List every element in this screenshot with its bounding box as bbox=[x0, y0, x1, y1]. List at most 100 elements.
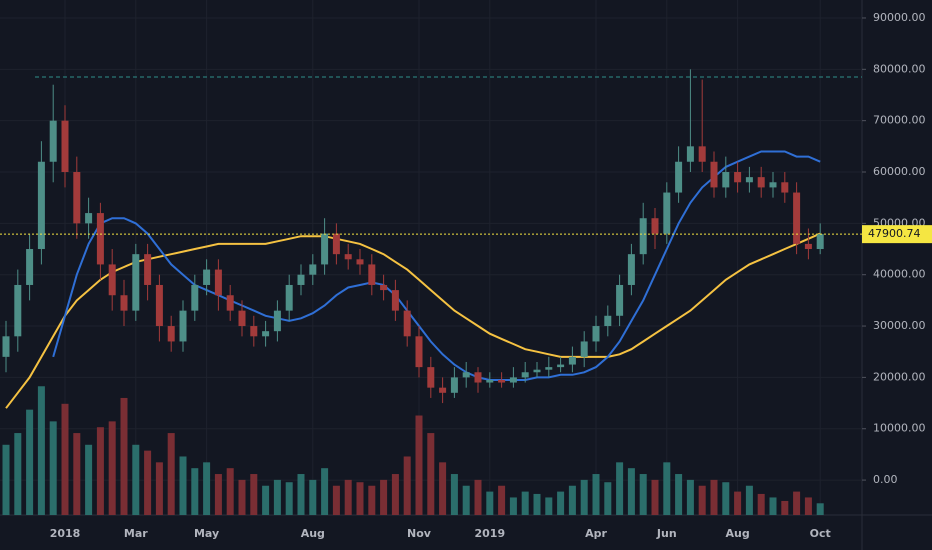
candle-body bbox=[604, 315, 612, 327]
volume-bar bbox=[521, 491, 529, 515]
volume-bar bbox=[368, 485, 376, 515]
candle-body bbox=[14, 284, 22, 337]
candle-body bbox=[309, 264, 317, 275]
volume-bar bbox=[380, 479, 388, 515]
candle-body bbox=[380, 284, 388, 291]
volume-bar bbox=[734, 491, 742, 515]
volume-bar bbox=[804, 497, 812, 515]
candle-body bbox=[415, 336, 423, 368]
candle-body bbox=[509, 377, 517, 383]
candle-body bbox=[450, 377, 458, 393]
candle-body bbox=[663, 192, 671, 234]
candle-body bbox=[545, 367, 553, 370]
volume-bar bbox=[155, 462, 163, 515]
candle-body bbox=[698, 146, 706, 162]
volume-bar bbox=[509, 497, 517, 515]
candle-body bbox=[627, 254, 635, 285]
candle-body bbox=[297, 274, 305, 285]
volume-bar bbox=[332, 485, 340, 515]
x-tick-label: Aug bbox=[301, 527, 325, 540]
y-tick-label: 80000.00 bbox=[873, 62, 926, 75]
volume-bar bbox=[26, 409, 34, 515]
volume-bar bbox=[745, 485, 753, 515]
candle-body bbox=[580, 341, 588, 357]
candle-body bbox=[344, 254, 352, 260]
candle-body bbox=[226, 295, 234, 311]
volume-bar bbox=[781, 500, 789, 515]
y-tick-label: 70000.00 bbox=[873, 114, 926, 127]
volume-bar bbox=[144, 450, 152, 515]
volume-bar bbox=[651, 479, 659, 515]
volume-bar bbox=[545, 497, 553, 515]
candle-body bbox=[120, 295, 128, 311]
x-tick-label: Mar bbox=[124, 527, 148, 540]
candle-body bbox=[722, 172, 730, 188]
volume-bar bbox=[816, 503, 824, 515]
volume-bar bbox=[557, 491, 565, 515]
candle-body bbox=[96, 213, 104, 265]
candle-body bbox=[214, 269, 222, 296]
volume-bar bbox=[498, 485, 506, 515]
volume-bar bbox=[167, 433, 175, 515]
candle-body bbox=[250, 326, 258, 337]
volume-bar bbox=[14, 433, 22, 515]
candle-body bbox=[191, 284, 199, 311]
volume-bar bbox=[403, 456, 411, 515]
candle-body bbox=[273, 310, 281, 332]
x-tick-label: Apr bbox=[585, 527, 607, 540]
candle-body bbox=[592, 326, 600, 342]
candle-body bbox=[238, 310, 246, 327]
volume-bar bbox=[604, 482, 612, 515]
x-tick-label: 2018 bbox=[50, 527, 81, 540]
volume-bar bbox=[297, 474, 305, 515]
volume-bar bbox=[769, 497, 777, 515]
candle-body bbox=[793, 192, 801, 244]
volume-bar bbox=[616, 462, 624, 515]
candle-body bbox=[757, 177, 765, 188]
volume-bar bbox=[450, 474, 458, 515]
candle-body bbox=[710, 161, 718, 188]
volume-bar bbox=[2, 444, 10, 515]
candle-body bbox=[2, 336, 10, 357]
volume-bar bbox=[639, 474, 647, 515]
candle-body bbox=[745, 177, 753, 183]
candle-body bbox=[73, 172, 81, 224]
candle-body bbox=[155, 284, 163, 327]
candle-body bbox=[179, 310, 187, 342]
candle-body bbox=[391, 290, 399, 311]
x-tick-label: Nov bbox=[407, 527, 432, 540]
candle-body bbox=[498, 379, 506, 383]
volume-bar bbox=[356, 482, 364, 515]
volume-bar bbox=[580, 479, 588, 515]
volume-bar bbox=[663, 462, 671, 515]
candle-body bbox=[651, 218, 659, 234]
last-price-label: 47900.74 bbox=[868, 227, 921, 240]
volume-bar bbox=[474, 479, 482, 515]
volume-bar bbox=[238, 479, 246, 515]
volume-bar bbox=[627, 468, 635, 515]
x-tick-label: Oct bbox=[810, 527, 831, 540]
volume-bar bbox=[61, 403, 69, 515]
volume-bar bbox=[592, 474, 600, 515]
volume-bar bbox=[698, 485, 706, 515]
candle-body bbox=[203, 269, 211, 285]
volume-bar bbox=[309, 479, 317, 515]
candle-body bbox=[474, 372, 482, 383]
volume-bar bbox=[179, 456, 187, 515]
x-tick-label: May bbox=[194, 527, 219, 540]
candle-body bbox=[49, 120, 57, 162]
volume-bar bbox=[568, 485, 576, 515]
moving-average bbox=[52, 150, 821, 381]
volume-bar bbox=[191, 468, 199, 515]
candle-body bbox=[639, 218, 647, 255]
volume-bar bbox=[391, 474, 399, 515]
candle-body bbox=[262, 331, 270, 337]
volume-bar bbox=[37, 386, 45, 515]
candle-body bbox=[356, 259, 364, 265]
volume-bar bbox=[132, 444, 140, 515]
y-tick-label: 30000.00 bbox=[873, 319, 926, 332]
candle-body bbox=[321, 233, 329, 265]
candle-body bbox=[486, 379, 494, 383]
volume-bar bbox=[108, 421, 116, 515]
